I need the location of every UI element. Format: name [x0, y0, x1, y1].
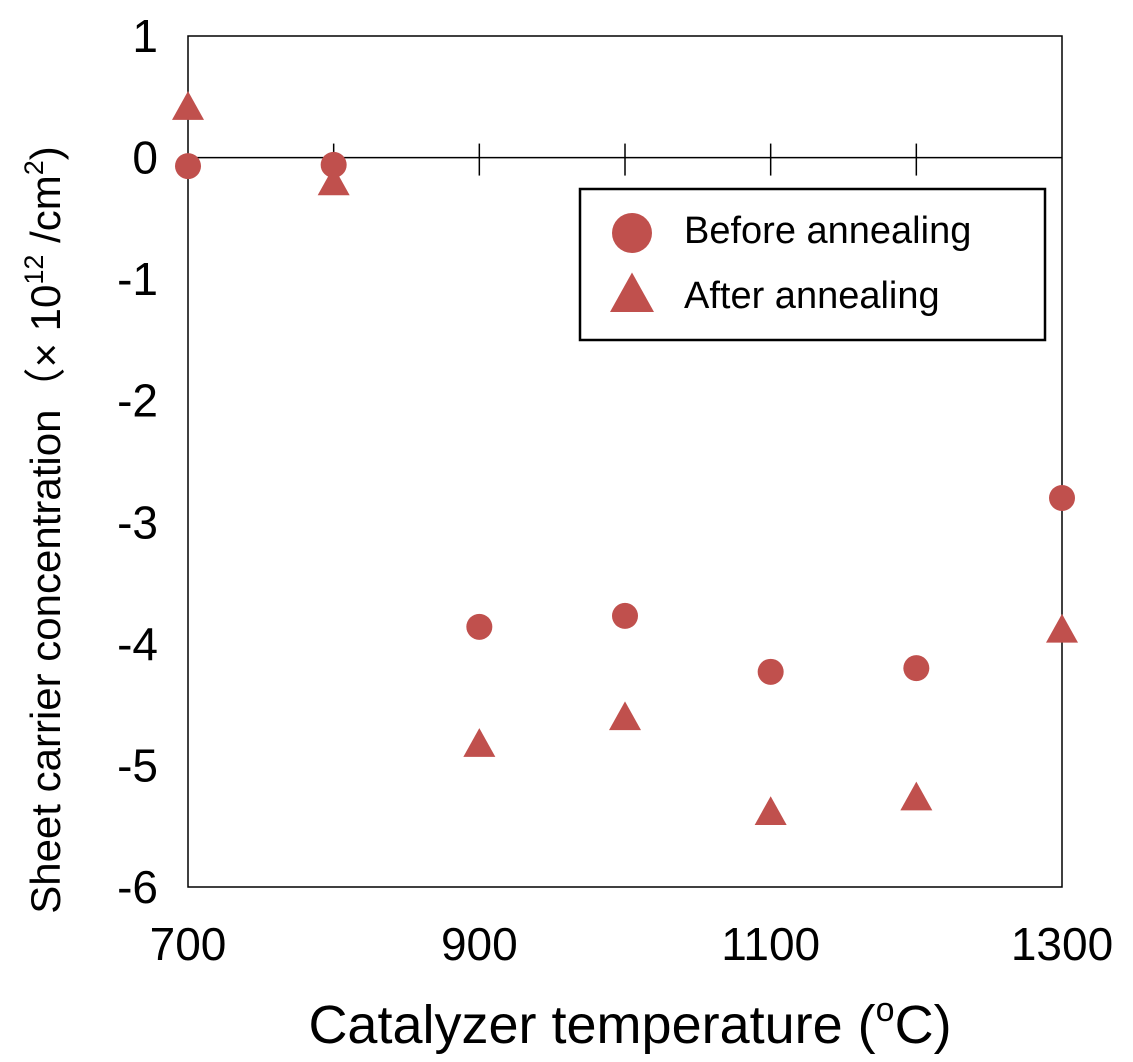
- data-point-triangle: [609, 701, 641, 731]
- y-tick-label: -5: [117, 739, 158, 791]
- y-tick-label: -4: [117, 618, 158, 670]
- legend-marker-before: [612, 213, 652, 253]
- plot-area: [187, 35, 1063, 888]
- x-axis-title-sup: o: [876, 991, 895, 1029]
- y-tick-label: -1: [117, 253, 158, 305]
- series-before-annealing: [175, 151, 1075, 685]
- y-axis-title-tail: ): [22, 146, 69, 160]
- data-point-circle: [320, 151, 347, 178]
- data-point-circle: [903, 655, 930, 682]
- y-tick-label: -3: [117, 496, 158, 548]
- series-after-annealing: [172, 91, 1078, 826]
- y-axis-title-mid: /cm: [22, 175, 69, 254]
- y-axis-title: Sheet carrier concentration（× 1012 /cm2): [19, 146, 69, 914]
- data-point-circle: [757, 658, 784, 685]
- data-point-triangle: [172, 91, 204, 120]
- data-point-triangle: [317, 166, 350, 196]
- legend-box: [578, 187, 1047, 342]
- y-axis-title-sup2: 2: [19, 160, 49, 175]
- x-axis-title-tail: C): [895, 995, 952, 1055]
- y-axis-title-main: Sheet carrier concentration（× 10: [22, 285, 69, 914]
- y-tick-label: 0: [132, 132, 158, 184]
- data-point-circle: [1049, 484, 1075, 511]
- x-axis-title-main: Catalyzer temperature (: [308, 995, 875, 1055]
- data-point-circle: [466, 613, 493, 640]
- data-point-triangle: [900, 781, 933, 811]
- y-axis-title-sup: 12: [19, 255, 49, 285]
- y-tick-label: 1: [132, 10, 158, 62]
- x-tick-label: 900: [441, 918, 518, 970]
- legend-marker-after: [610, 272, 654, 313]
- x-tick-label: 1300: [1011, 918, 1113, 970]
- legend-label-before: Before annealing: [684, 210, 971, 252]
- data-point-triangle: [754, 796, 787, 826]
- data-point-circle: [612, 602, 638, 629]
- legend-label-after: After annealing: [684, 275, 940, 317]
- data-point-triangle: [463, 728, 496, 757]
- y-tick-label: -2: [117, 375, 158, 427]
- x-tick-label: 700: [150, 918, 227, 970]
- x-tick-label: 1100: [721, 918, 820, 970]
- x-axis-title: Catalyzer temperature (oC): [308, 991, 951, 1055]
- data-point-circle: [175, 153, 201, 180]
- y-tick-label: -6: [117, 861, 158, 913]
- data-point-triangle: [1046, 613, 1078, 643]
- legend: Before annealing After annealing: [578, 187, 1047, 342]
